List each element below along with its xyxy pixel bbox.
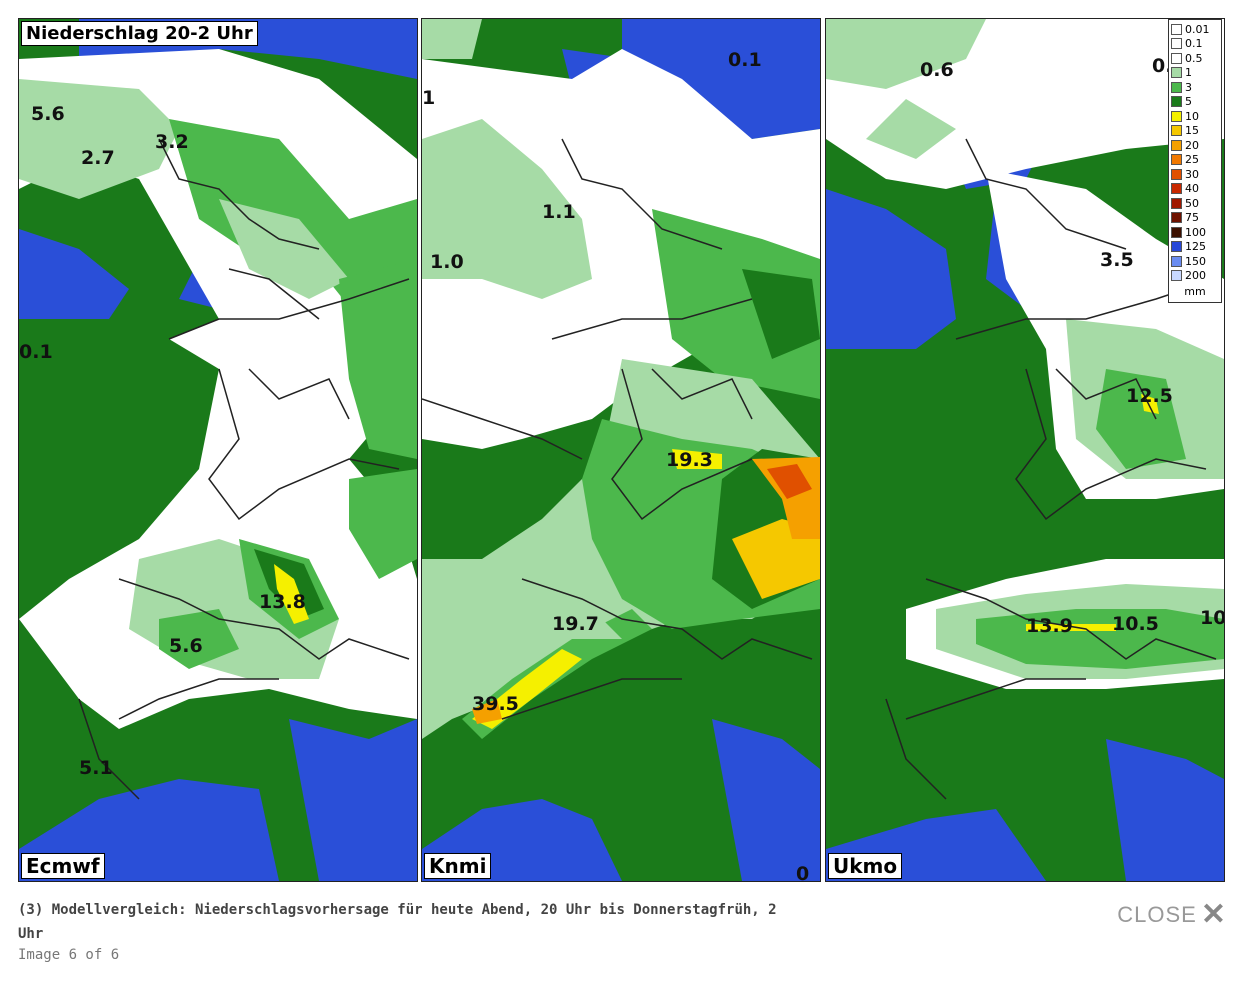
legend-item: 50: [1171, 196, 1219, 211]
precip-value: 13.9: [1026, 615, 1073, 637]
precip-value: 10: [1200, 607, 1225, 629]
precip-value: 2.7: [81, 147, 115, 169]
legend-swatch: [1171, 38, 1182, 50]
legend-label: 100: [1185, 225, 1206, 239]
legend-swatch: [1171, 67, 1182, 79]
model-label-knmi: Knmi: [424, 853, 492, 879]
legend-swatch: [1171, 183, 1182, 195]
legend-item: 20: [1171, 138, 1219, 153]
legend-item: 25: [1171, 153, 1219, 168]
legend-label: 1: [1185, 66, 1192, 80]
legend-swatch: [1171, 226, 1182, 238]
precip-value: 5.1: [79, 757, 113, 779]
legend-label: 75: [1185, 211, 1199, 225]
model-label-ukmo: Ukmo: [828, 853, 903, 879]
legend-swatch: [1171, 96, 1182, 108]
legend-item: 3: [1171, 80, 1219, 95]
legend-label: 50: [1185, 196, 1199, 210]
legend-swatch: [1171, 23, 1182, 35]
map-title: Niederschlag 20-2 Uhr: [21, 21, 258, 46]
precip-legend: 0.01 0.1 0.5 1 3 5 10 15 20 25 30 40 50 75 100 125 150 20…: [1168, 19, 1222, 303]
precip-value: 0.: [1152, 55, 1173, 77]
image-caption: (3) Modellvergleich: Niederschlagsvorher…: [18, 902, 777, 942]
precip-value: 0.6: [920, 59, 954, 81]
legend-item: 10: [1171, 109, 1219, 124]
image-counter: Image 6 of 6: [18, 947, 120, 963]
legend-swatch: [1171, 212, 1182, 224]
legend-label: 25: [1185, 153, 1199, 167]
legend-item: 0.01: [1171, 22, 1219, 37]
precip-value: 1.1: [542, 201, 576, 223]
legend-label: 5: [1185, 95, 1192, 109]
precip-value: 13.8: [259, 591, 306, 613]
legend-label: 15: [1185, 124, 1199, 138]
legend-swatch: [1171, 197, 1182, 209]
precip-value: 19.7: [552, 613, 599, 635]
map-panel-ukmo: 0.6 0. 3.5 12.5 13.9 10.5 10 0.01 0.1 0.5 1…: [825, 18, 1225, 882]
legend-item: 125: [1171, 240, 1219, 255]
legend-item: 0.1: [1171, 37, 1219, 52]
precip-map-ukmo: [826, 19, 1224, 881]
legend-item: 0.5: [1171, 51, 1219, 66]
precip-value: 10.5: [1112, 613, 1159, 635]
legend-item: 40: [1171, 182, 1219, 197]
precip-value: 12.5: [1126, 385, 1173, 407]
legend-swatch: [1171, 125, 1182, 137]
legend-label: 20: [1185, 138, 1199, 152]
legend-swatch: [1171, 168, 1182, 180]
legend-swatch: [1171, 255, 1182, 267]
legend-item: 100: [1171, 225, 1219, 240]
precip-value: 19.3: [666, 449, 713, 471]
legend-label: 0.5: [1185, 51, 1203, 65]
legend-label: 30: [1185, 167, 1199, 181]
legend-label: 200: [1185, 269, 1206, 283]
precip-map-knmi: [422, 19, 820, 881]
legend-swatch: [1171, 52, 1182, 64]
legend-unit: mm: [1184, 285, 1206, 298]
close-label: CLOSE: [1117, 902, 1197, 927]
legend-item: 5: [1171, 95, 1219, 110]
precip-value: 0.1: [19, 341, 53, 363]
legend-swatch: [1171, 110, 1182, 122]
legend-item: 1: [1171, 66, 1219, 81]
legend-swatch: [1171, 270, 1182, 282]
legend-swatch: [1171, 154, 1182, 166]
precip-value: 0.1: [728, 49, 762, 71]
precip-value: 1.0: [430, 251, 464, 273]
model-label-ecmwf: Ecmwf: [21, 853, 105, 879]
legend-swatch: [1171, 139, 1182, 151]
map-panel-knmi: 0.1 1.1 1.0 19.3 19.7 39.5 1 0 Knmi: [421, 18, 821, 882]
precip-value: 3.2: [155, 131, 189, 153]
legend-label: 125: [1185, 240, 1206, 254]
close-button[interactable]: CLOSE ✕: [1117, 900, 1226, 930]
precip-value: 39.5: [472, 693, 519, 715]
precip-value: 0: [796, 863, 810, 882]
precip-map-ecmwf: [19, 19, 417, 881]
legend-label: 10: [1185, 109, 1199, 123]
precip-value: 5.6: [31, 103, 65, 125]
legend-label: 40: [1185, 182, 1199, 196]
legend-label: 0.1: [1185, 37, 1203, 51]
legend-item: 75: [1171, 211, 1219, 226]
legend-label: 0.01: [1185, 22, 1210, 36]
map-panel-ecmwf: Niederschlag 20-2 Uhr 5.6 2.7 3.2 0.1 13…: [18, 18, 418, 882]
close-x-icon: ✕: [1200, 898, 1226, 931]
legend-label: 3: [1185, 80, 1192, 94]
legend-item: 15: [1171, 124, 1219, 139]
legend-swatch: [1171, 81, 1182, 93]
precip-value: 1: [422, 87, 436, 109]
legend-swatch: [1171, 241, 1182, 253]
legend-item: 30: [1171, 167, 1219, 182]
legend-label: 150: [1185, 254, 1206, 268]
precip-value: 5.6: [169, 635, 203, 657]
precip-value: 3.5: [1100, 249, 1134, 271]
legend-item: 200: [1171, 269, 1219, 284]
legend-item: 150: [1171, 254, 1219, 269]
